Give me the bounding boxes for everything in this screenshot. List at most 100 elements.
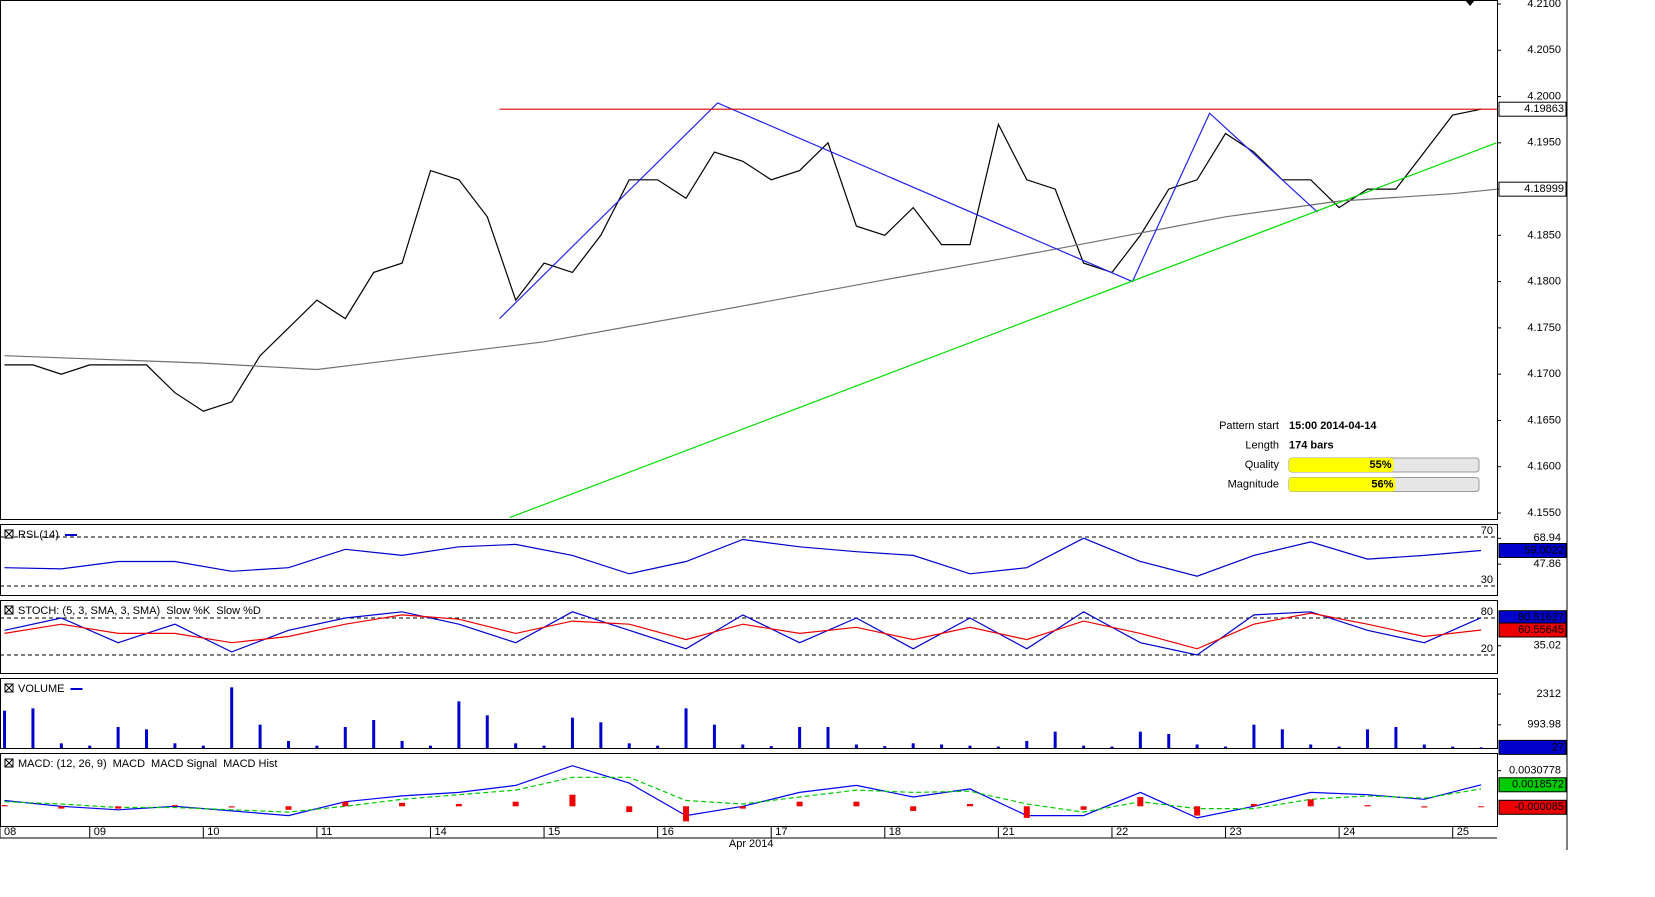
x-axis-title: Apr 2014	[729, 838, 774, 850]
bar	[966, 803, 973, 807]
bar	[1224, 746, 1228, 748]
bar	[201, 745, 205, 748]
x-tick-label: 21	[1002, 826, 1014, 838]
bar	[1023, 806, 1030, 818]
y-tick-label: 47.86	[1533, 558, 1561, 570]
y-tick-label: 4.1950	[1527, 137, 1561, 149]
y-tick-label: 4.2050	[1527, 44, 1561, 56]
panel-frame	[0, 600, 1498, 674]
bar	[145, 729, 149, 748]
level-label: 70	[1481, 525, 1493, 537]
bar	[58, 806, 65, 809]
y-tick-label: 4.1800	[1527, 276, 1561, 288]
gauge-value: 55%	[1369, 459, 1391, 471]
bar	[1307, 799, 1314, 807]
info-label: Magnitude	[1228, 478, 1279, 490]
bar	[1478, 806, 1485, 808]
bar	[883, 746, 887, 748]
bar	[258, 724, 262, 748]
bar	[116, 727, 120, 748]
bar	[968, 745, 972, 748]
current-value: 4.19863	[1524, 103, 1564, 115]
y-tick-label: 4.1750	[1527, 322, 1561, 334]
y-tick-label: 4.1600	[1527, 461, 1561, 473]
legend-entry: MACD	[113, 758, 145, 770]
bar	[428, 745, 432, 748]
current-value-box	[1498, 777, 1567, 793]
panel-toggle-x	[4, 605, 14, 615]
current-value-box	[1498, 542, 1567, 558]
bar	[400, 741, 404, 748]
series-line	[4, 776, 1482, 813]
y-tick-label: 4.1550	[1527, 507, 1561, 519]
gauge-value: 56%	[1371, 478, 1393, 490]
bar	[599, 722, 603, 748]
bar	[996, 746, 1000, 748]
x-tick-label: 17	[775, 826, 787, 838]
panel-title: RSI (14)	[18, 529, 59, 541]
info-label: Quality	[1245, 459, 1280, 471]
current-value: 60.55645	[1518, 624, 1564, 636]
bar	[342, 801, 349, 807]
current-value-box	[1498, 799, 1567, 815]
x-tick-label: 14	[434, 826, 446, 838]
bar	[59, 743, 63, 748]
bar	[457, 701, 461, 748]
bar	[171, 805, 178, 807]
gauge-fill	[1289, 458, 1394, 472]
panel-frame	[0, 0, 1498, 520]
legend-entry: MACD Hist	[223, 758, 277, 770]
bar	[485, 715, 489, 748]
bar	[712, 724, 716, 748]
y-tick-label: 4.2100	[1527, 0, 1561, 10]
y-tick-label: 0.0030778	[1509, 765, 1561, 777]
series-line	[4, 612, 1482, 650]
panel-title: MACD: (12, 26, 9)	[18, 758, 107, 770]
bar	[1280, 729, 1284, 748]
x-tick-label: 08	[4, 826, 16, 838]
bar	[512, 801, 519, 807]
bar	[853, 801, 860, 807]
bar	[285, 806, 292, 810]
panel-toggle-x	[4, 758, 14, 768]
bar	[1421, 806, 1428, 808]
x-tick-label: 22	[1116, 826, 1128, 838]
bar	[627, 743, 631, 748]
level-label: 80	[1481, 606, 1493, 618]
y-tick-label: 4.1850	[1527, 229, 1561, 241]
support-line	[509, 142, 1497, 519]
bar	[684, 708, 688, 748]
bar	[1025, 741, 1029, 748]
bar	[228, 806, 235, 808]
bar	[798, 727, 802, 748]
info-value: 174 bars	[1289, 439, 1334, 451]
panel-toggle-x	[4, 529, 14, 539]
info-value: 15:00 2014-04-14	[1289, 420, 1377, 432]
info-label: Length	[1245, 439, 1279, 451]
bar	[514, 743, 518, 748]
y-tick-label: 2312	[1537, 688, 1561, 700]
current-value: 80.51627	[1518, 612, 1564, 624]
bar	[1080, 806, 1087, 810]
bar	[826, 727, 830, 748]
panel-toggle-x	[4, 683, 14, 693]
bar	[570, 717, 574, 748]
y-tick-label: 4.1700	[1527, 368, 1561, 380]
current-value-box	[1498, 622, 1567, 638]
bar	[1195, 744, 1199, 748]
bar	[1053, 731, 1057, 748]
panel-title: VOLUME	[18, 683, 64, 695]
x-tick-label: 23	[1230, 826, 1242, 838]
current-value: 4.18999	[1524, 183, 1564, 195]
bar	[1364, 805, 1371, 807]
legend-entry: Slow %K	[166, 605, 211, 617]
panel-frame	[0, 678, 1498, 749]
bar	[1082, 745, 1086, 748]
current-value-box	[1498, 181, 1567, 197]
legend-entry: MACD Signal	[151, 758, 217, 770]
bar	[1138, 731, 1142, 748]
x-tick-label: 16	[662, 826, 674, 838]
bar	[1394, 727, 1398, 748]
current-value: 59.0022	[1524, 544, 1564, 556]
